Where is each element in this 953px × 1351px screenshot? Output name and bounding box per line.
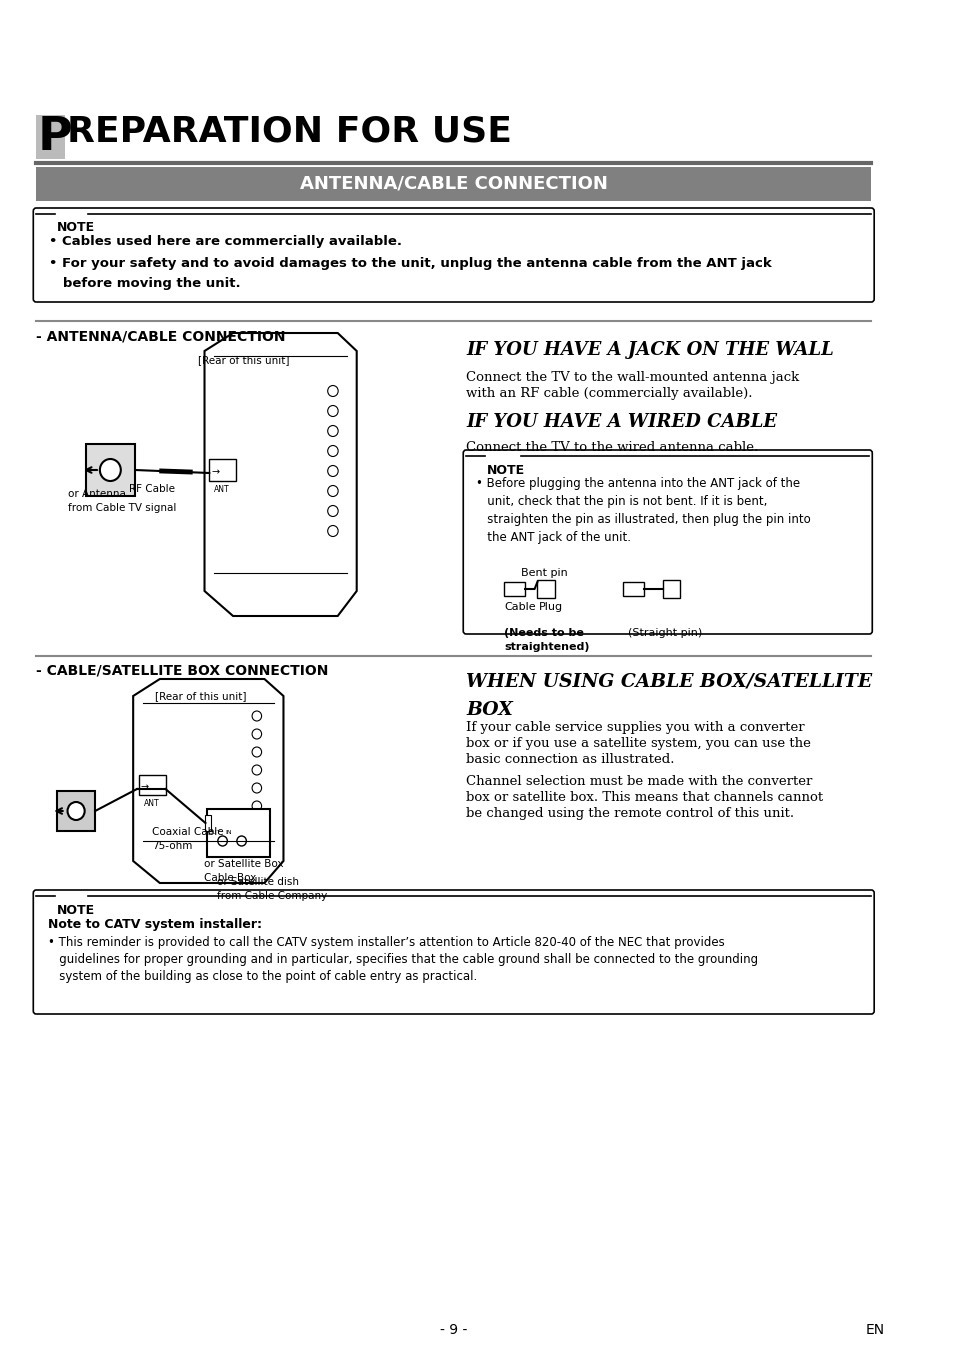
- Text: the ANT jack of the unit.: the ANT jack of the unit.: [476, 531, 630, 544]
- Text: straighten the pin as illustrated, then plug the pin into: straighten the pin as illustrated, then …: [476, 513, 809, 526]
- Bar: [207, 809, 270, 857]
- Bar: [537, 580, 554, 598]
- Text: or Antenna: or Antenna: [69, 489, 126, 499]
- Text: • Cables used here are commercially available.: • Cables used here are commercially avai…: [50, 235, 402, 249]
- Text: [Rear of this unit]: [Rear of this unit]: [155, 690, 246, 701]
- Polygon shape: [133, 680, 283, 884]
- Text: Channel selection must be made with the converter: Channel selection must be made with the …: [466, 775, 812, 788]
- Bar: [662, 580, 679, 598]
- Text: box or satellite box. This means that channels cannot: box or satellite box. This means that ch…: [466, 790, 822, 804]
- Text: Coaxial Cable: Coaxial Cable: [152, 827, 224, 838]
- Circle shape: [68, 802, 85, 820]
- Text: Cable: Cable: [503, 603, 536, 612]
- Bar: [86, 444, 135, 496]
- Text: Cable Box: Cable Box: [203, 873, 255, 884]
- Text: 75-ohm: 75-ohm: [152, 842, 193, 851]
- Text: NOTE: NOTE: [57, 222, 95, 234]
- Text: basic connection as illustrated.: basic connection as illustrated.: [466, 753, 674, 766]
- Bar: [139, 775, 165, 794]
- Text: BOX: BOX: [466, 701, 513, 719]
- Text: with an RF cable (commercially available).: with an RF cable (commercially available…: [466, 386, 752, 400]
- Text: IF YOU HAVE A JACK ON THE WALL: IF YOU HAVE A JACK ON THE WALL: [466, 340, 833, 359]
- Text: • For your safety and to avoid damages to the unit, unplug the antenna cable fro: • For your safety and to avoid damages t…: [50, 257, 771, 270]
- Text: box or if you use a satellite system, you can use the: box or if you use a satellite system, yo…: [466, 738, 810, 750]
- Text: Bent pin: Bent pin: [520, 567, 567, 578]
- Text: • Before plugging the antenna into the ANT jack of the: • Before plugging the antenna into the A…: [476, 477, 799, 490]
- Circle shape: [100, 459, 121, 481]
- Text: NOTE: NOTE: [487, 463, 524, 477]
- Text: Connect the TV to the wall-mounted antenna jack: Connect the TV to the wall-mounted anten…: [466, 372, 799, 384]
- Bar: [205, 815, 211, 831]
- Text: IF YOU HAVE A WIRED CABLE: IF YOU HAVE A WIRED CABLE: [466, 413, 777, 431]
- Text: P: P: [38, 115, 72, 159]
- Bar: [36, 168, 870, 201]
- Text: Plug: Plug: [537, 603, 562, 612]
- Text: (Straight pin): (Straight pin): [627, 628, 701, 638]
- Text: NOTE: NOTE: [57, 904, 95, 917]
- Text: straightened): straightened): [503, 642, 589, 653]
- Text: If your cable service supplies you with a converter: If your cable service supplies you with …: [466, 721, 804, 734]
- Text: RF Cable: RF Cable: [129, 484, 175, 494]
- Text: ANT: ANT: [144, 798, 159, 808]
- Text: ANTENNA/CABLE CONNECTION: ANTENNA/CABLE CONNECTION: [299, 176, 607, 193]
- Text: REPARATION FOR USE: REPARATION FOR USE: [67, 115, 511, 149]
- Text: guidelines for proper grounding and in particular, specifies that the cable grou: guidelines for proper grounding and in p…: [48, 952, 757, 966]
- Text: (Needs to be: (Needs to be: [503, 628, 583, 638]
- Bar: [503, 582, 524, 596]
- Text: →: →: [141, 782, 149, 792]
- FancyBboxPatch shape: [36, 115, 65, 159]
- Text: or Satellite dish: or Satellite dish: [216, 877, 298, 888]
- Text: - CABLE/SATELLITE BOX CONNECTION: - CABLE/SATELLITE BOX CONNECTION: [36, 663, 328, 678]
- Text: or Satellite Box: or Satellite Box: [203, 859, 283, 869]
- FancyBboxPatch shape: [33, 890, 873, 1015]
- Text: be changed using the remote control of this unit.: be changed using the remote control of t…: [466, 807, 794, 820]
- FancyBboxPatch shape: [33, 208, 873, 303]
- Text: from Cable Company: from Cable Company: [216, 892, 327, 901]
- Bar: [622, 582, 643, 596]
- Text: [Rear of this unit]: [Rear of this unit]: [197, 355, 289, 365]
- FancyBboxPatch shape: [463, 450, 871, 634]
- Text: system of the building as close to the point of cable entry as practical.: system of the building as close to the p…: [48, 970, 476, 984]
- Text: EN: EN: [864, 1323, 883, 1337]
- Text: unit, check that the pin is not bent. If it is bent,: unit, check that the pin is not bent. If…: [476, 494, 766, 508]
- Text: - 9 -: - 9 -: [439, 1323, 467, 1337]
- Text: before moving the unit.: before moving the unit.: [50, 277, 241, 290]
- Text: Connect the TV to the wired antenna cable.: Connect the TV to the wired antenna cabl…: [466, 440, 758, 454]
- Bar: [57, 790, 95, 831]
- Text: →: →: [211, 467, 219, 477]
- Polygon shape: [204, 332, 356, 616]
- Text: - ANTENNA/CABLE CONNECTION: - ANTENNA/CABLE CONNECTION: [36, 330, 285, 343]
- Text: IN: IN: [225, 830, 232, 835]
- Text: Note to CATV system installer:: Note to CATV system installer:: [48, 917, 261, 931]
- Text: WHEN USING CABLE BOX/SATELLITE: WHEN USING CABLE BOX/SATELLITE: [466, 673, 871, 690]
- Text: OUT: OUT: [207, 830, 220, 835]
- Text: • This reminder is provided to call the CATV system installer’s attention to Art: • This reminder is provided to call the …: [48, 936, 723, 948]
- Text: ANT: ANT: [213, 485, 230, 494]
- Bar: [209, 459, 235, 481]
- Text: from Cable TV signal: from Cable TV signal: [69, 503, 176, 513]
